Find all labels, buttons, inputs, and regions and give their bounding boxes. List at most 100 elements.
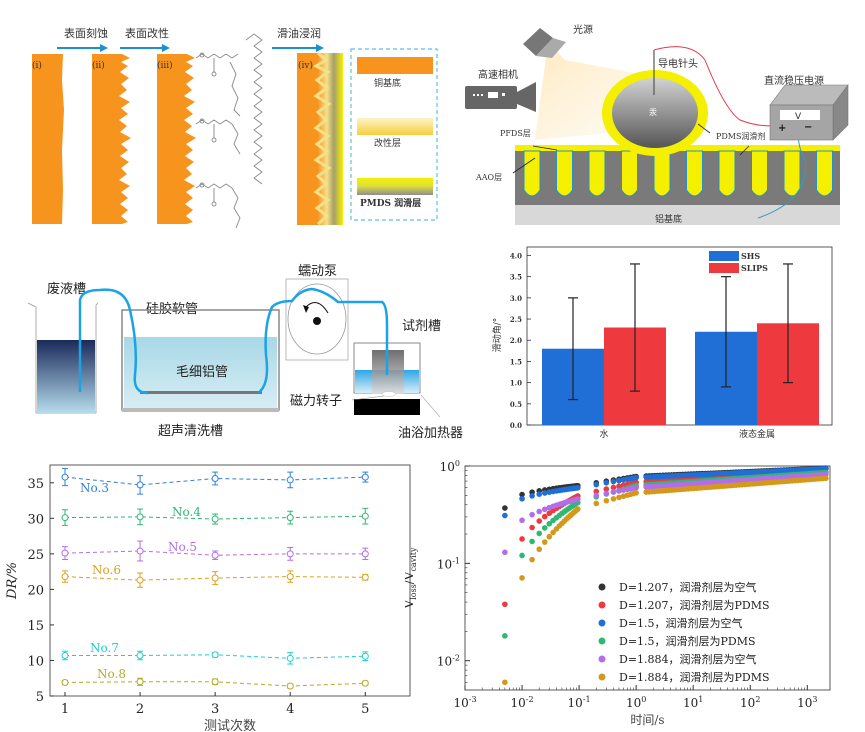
data-point-series-5 [603,490,610,497]
slash: /V [405,571,416,584]
data-point [286,682,294,690]
data-point-series-6 [502,679,508,686]
data-point-series-2 [610,484,617,491]
mercury-droplet [612,78,698,148]
ultrasonic-label: 超声清洗槽 [158,424,223,439]
data-point [286,550,294,558]
exponent: 3 [812,695,817,704]
negative-terminal-label: − [804,122,812,133]
data-point-series-2 [519,536,525,542]
voltmeter-label: V [795,112,802,122]
legend-marker [598,655,606,663]
pore [588,150,606,197]
data-point [361,679,369,687]
x-tick-label: 103 [797,695,817,710]
data-point-series-3 [529,493,535,499]
data-point-series-3 [519,495,525,502]
positive-terminal-label: + [778,123,786,134]
drag-reduction-line-chart: 5 10 15 20 25 30 35 1 2 3 4 5 测试次数 DR/% No.3 No.4 No.5 No… [5,464,411,732]
nanopores [523,150,833,197]
y-tick-label: 15 [27,619,44,634]
x-tick-label: 100 [626,695,646,710]
y-tick-label: 20 [27,583,44,598]
legend-label: D=1.207，润滑剂层为PDMS [619,598,770,612]
data-point-series-2 [529,524,535,531]
data-point-series-2 [593,488,600,495]
step-modification-label: 表面改性 [125,26,169,40]
exponent: 0 [641,695,646,704]
x-tick-label: 2 [136,702,144,717]
data-point-series-5 [502,549,508,556]
data-point-series-3 [502,512,508,519]
data-point [286,573,294,581]
step-arrows [57,44,324,52]
legend-swatch-copper [357,57,433,74]
data-point-series-6 [575,506,581,512]
camera-label: 高速相机 [478,68,518,81]
pfds-label: PFDS层 [500,129,531,138]
layer-legend: 铜基底 改性层 PMDS 润滑层 [350,48,438,221]
legend-swatch-lubricant [357,178,433,195]
plot-frame [464,465,831,691]
legend-label: D=1.884，润滑剂层为空气 [619,652,757,666]
exponent: 1 [698,695,703,704]
x-tick-label: 10-1 [568,695,591,710]
oil-bath-heater [354,399,420,415]
y-tick-label: 1.0 [510,379,522,388]
data-point-series-5 [536,508,543,515]
legend-label: SLIPS [741,263,768,273]
data-point-series-5 [541,506,548,513]
data-point-series-3 [541,490,548,496]
x-tick-label: 5 [361,702,369,717]
x-tick-label: 3 [211,702,219,717]
light-source-label: 光源 [573,23,593,36]
data-point [211,515,219,523]
data-point-series-4 [546,520,553,527]
data-point-series-5 [610,489,617,495]
reagent-tank-label: 试剂槽 [402,319,441,334]
silicone-tube [78,287,389,395]
legend-marker [598,637,606,645]
data-point-series-6 [529,556,535,563]
droplet-setup-schematic: 光源 高速相机 汞 导电针头 V + − 直流稳压电源 PFDS层 AAO层 P… [465,23,849,225]
y-tick-label: 10-1 [437,556,460,571]
data-point [361,473,369,481]
high-speed-camera-icon [465,82,536,112]
pore [751,150,768,197]
stage-iv-label: (iv) [298,60,313,71]
data-point-series-3 [610,478,617,485]
y-tick-label: 10-2 [437,654,460,669]
legend-label-copper: 铜基底 [374,77,401,89]
subscript: cavity [409,547,418,572]
data-point [286,654,294,662]
exponent: -1 [583,695,591,704]
data-point-series-4 [541,525,548,531]
subscript: loss [409,584,418,600]
plot-frame [526,246,833,426]
data-point-series-5 [529,511,535,518]
step-etching-label: 表面刻蚀 [64,26,108,40]
series-label: No.4 [172,505,201,519]
x-axis-label: 测试次数 [204,718,256,732]
aao-label: AAO层 [475,173,502,182]
x-tick-label: 水 [599,428,608,440]
data-point [286,514,294,522]
data-point-series-6 [536,546,543,553]
y-tick-label: 4.0 [510,251,522,260]
y-axis-label: 滑动角/° [491,318,503,353]
data-point-series-2 [502,601,508,608]
volume-loss-log-chart: 10-310-210-110010110210310-210-1100时间/sV… [405,459,831,727]
light-source-icon [523,28,566,58]
dc-power-supply-icon [769,84,849,141]
y-tick-label: 0.0 [510,421,522,430]
y-tick-label: 25 [27,548,44,563]
stir-bar [381,391,397,397]
data-point [136,481,144,489]
data-point-series-5 [519,517,525,524]
data-point-series-3 [536,491,543,497]
legend-label: D=1.5，润滑剂层为空气 [619,616,743,630]
y-tick-label: 2.0 [510,336,522,345]
pore [816,150,833,197]
x-tick-label: 4 [286,702,294,717]
data-point [211,574,219,582]
